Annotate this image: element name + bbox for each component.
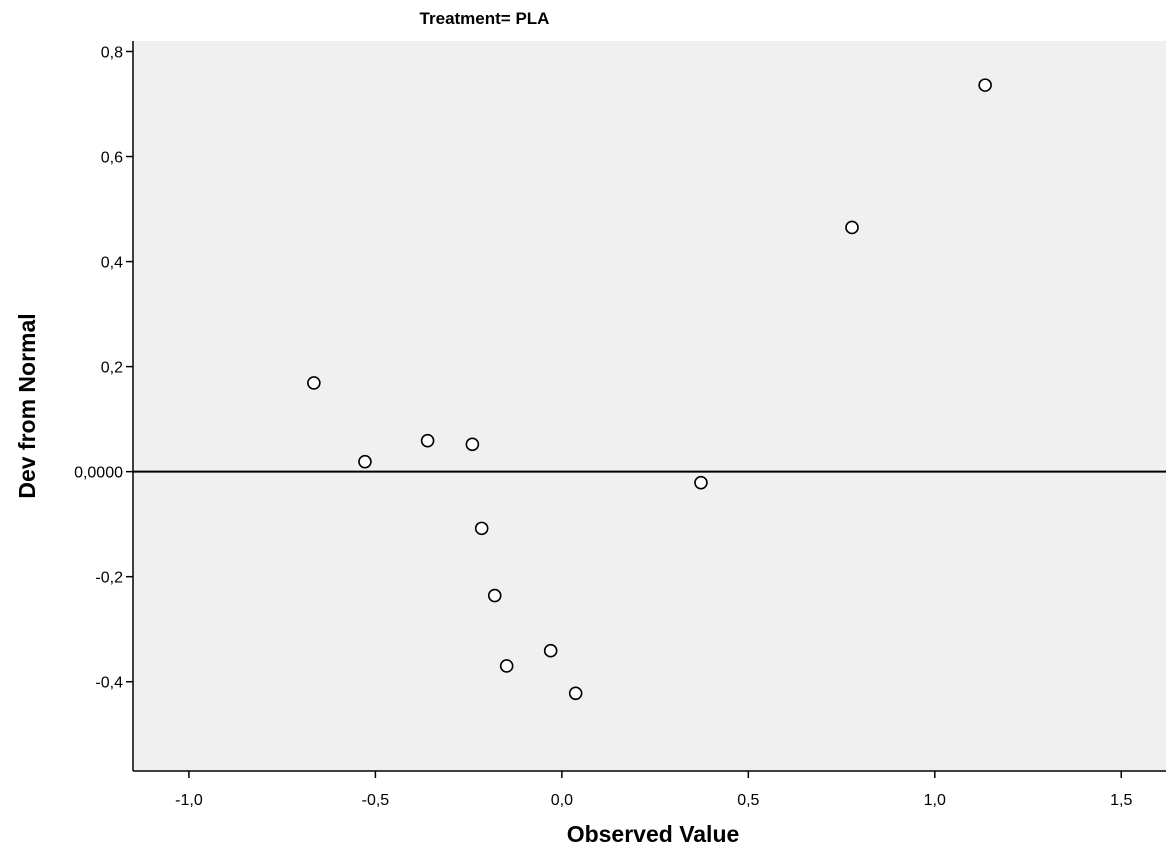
scatter-point xyxy=(499,659,514,673)
scatter-point xyxy=(845,220,859,235)
scatter-point xyxy=(307,376,321,390)
scatter-point xyxy=(474,521,489,536)
y-tick-label: 0,8 xyxy=(101,45,123,62)
y-tick-label: 0,6 xyxy=(101,150,123,167)
plot-area xyxy=(133,41,1166,771)
y-tick-label: 0,0000 xyxy=(74,465,123,482)
x-tick-label: 0,0 xyxy=(551,792,573,809)
scatter-point xyxy=(487,588,502,603)
y-axis-title: Dev from Normal xyxy=(14,313,40,498)
scatter-point xyxy=(358,454,372,469)
chart-title: Treatment= PLA xyxy=(420,9,550,28)
x-tick-label: -1,0 xyxy=(175,792,203,809)
scatter-point xyxy=(543,643,558,658)
scatter-point xyxy=(694,475,708,490)
x-axis-ticks: -1,0 -0,5 0,0 0,5 1,0 1,5 xyxy=(175,771,1132,809)
data-points xyxy=(307,78,992,701)
scatter-point xyxy=(978,78,992,92)
y-tick-label: -0,2 xyxy=(95,570,123,587)
y-tick-label: -0,4 xyxy=(95,675,123,692)
x-tick-label: 1,0 xyxy=(924,792,946,809)
y-tick-label: 0,4 xyxy=(101,255,123,272)
x-tick-label: 0,5 xyxy=(737,792,759,809)
scatter-point xyxy=(568,686,583,701)
scatter-point xyxy=(420,433,435,448)
x-axis-title: Observed Value xyxy=(567,821,740,847)
y-tick-label: 0,2 xyxy=(101,360,123,377)
y-axis-ticks: 0,8 0,6 0,4 0,2 0,0000 -0,2 -0,4 xyxy=(74,45,133,692)
scatter-point xyxy=(465,437,480,452)
x-tick-label: 1,5 xyxy=(1110,792,1132,809)
x-tick-label: -0,5 xyxy=(362,792,390,809)
